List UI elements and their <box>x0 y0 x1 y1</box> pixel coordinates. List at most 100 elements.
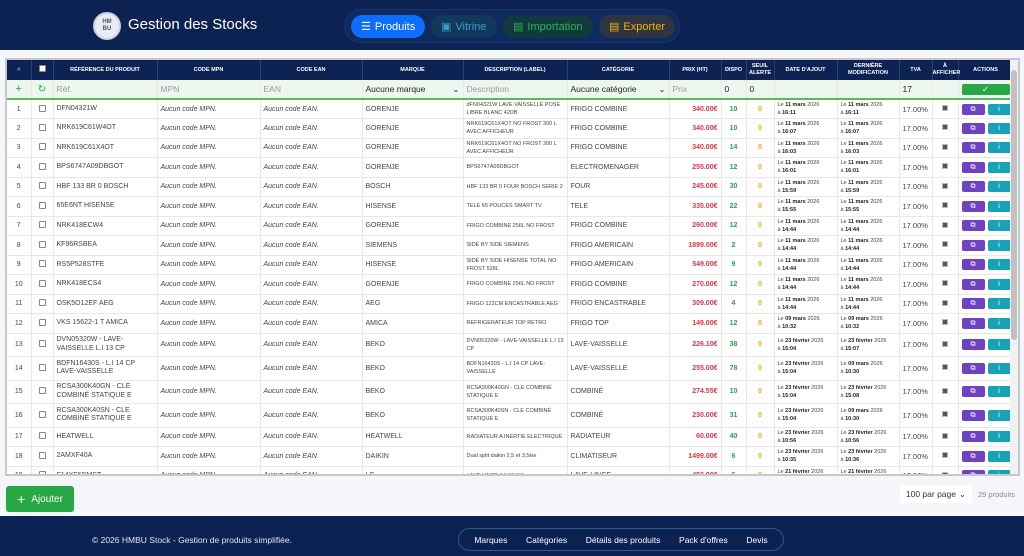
display-toggle[interactable] <box>942 163 948 170</box>
footer-link-devis[interactable]: Devis <box>746 534 768 545</box>
display-toggle[interactable] <box>942 471 948 474</box>
info-button[interactable]: i <box>987 103 1011 115</box>
row-checkbox[interactable] <box>38 143 46 151</box>
select-all-checkbox[interactable] <box>38 65 46 72</box>
footer-link-details[interactable]: Détails des produits <box>585 534 661 545</box>
info-button[interactable]: i <box>987 409 1011 421</box>
table-scrollbar[interactable] <box>1010 60 1018 474</box>
row-checkbox[interactable] <box>38 260 46 268</box>
display-toggle[interactable] <box>942 182 948 189</box>
duplicate-button[interactable]: ⧉ <box>961 278 985 290</box>
row-checkbox[interactable] <box>38 240 46 248</box>
footer-link-categories[interactable]: Catégories <box>526 534 568 545</box>
duplicate-button[interactable]: ⧉ <box>961 450 985 462</box>
row-checkbox[interactable] <box>38 363 46 371</box>
display-toggle[interactable] <box>942 105 948 111</box>
info-button[interactable]: i <box>987 200 1011 212</box>
info-button[interactable]: i <box>987 278 1011 290</box>
info-button[interactable]: i <box>987 259 1011 271</box>
display-toggle[interactable] <box>942 143 948 150</box>
nav-importation[interactable]: ▤ Importation <box>503 15 593 38</box>
info-button[interactable]: i <box>987 431 1011 443</box>
refresh-icon[interactable]: ↻ <box>31 80 54 100</box>
duplicate-button[interactable]: ⧉ <box>961 470 985 474</box>
info-button[interactable]: i <box>987 298 1011 310</box>
duplicate-button[interactable]: ⧉ <box>961 259 985 271</box>
seuil-filter-input[interactable]: 0 <box>746 80 775 100</box>
nav-vitrine[interactable]: ▣ Vitrine <box>431 15 497 38</box>
display-toggle[interactable] <box>942 364 948 371</box>
duplicate-button[interactable]: ⧉ <box>961 362 985 374</box>
display-toggle[interactable] <box>942 280 948 287</box>
display-toggle[interactable] <box>942 319 948 326</box>
add-row-icon[interactable]: + <box>7 80 32 100</box>
dispo-filter-input[interactable]: 0 <box>721 80 747 100</box>
row-checkbox[interactable] <box>38 182 46 190</box>
row-checkbox[interactable] <box>38 451 46 459</box>
row-checkbox[interactable] <box>38 299 46 307</box>
row-checkbox[interactable] <box>38 410 46 418</box>
price-filter-input[interactable]: Prix <box>669 80 722 100</box>
category-select[interactable]: Aucune catégorie ⌄ <box>567 80 670 100</box>
brand-select[interactable]: Aucune marque ⌄ <box>362 80 464 100</box>
row-checkbox[interactable] <box>38 104 46 112</box>
display-toggle[interactable] <box>942 124 948 131</box>
footer-link-marques[interactable]: Marques <box>474 534 508 545</box>
info-button[interactable]: i <box>987 386 1011 398</box>
confirm-add-button[interactable]: ✓ <box>961 83 1010 95</box>
duplicate-button[interactable]: ⧉ <box>961 339 985 351</box>
duplicate-button[interactable]: ⧉ <box>961 161 985 173</box>
duplicate-button[interactable]: ⧉ <box>961 298 985 310</box>
info-button[interactable]: i <box>987 450 1011 462</box>
add-product-button[interactable]: + Ajouter <box>6 486 74 512</box>
row-checkbox[interactable] <box>38 279 46 287</box>
row-checkbox[interactable] <box>38 471 46 474</box>
duplicate-button[interactable]: ⧉ <box>961 386 985 398</box>
mpn-filter-input[interactable]: MPN <box>157 80 261 100</box>
info-button[interactable]: i <box>987 362 1011 374</box>
duplicate-button[interactable]: ⧉ <box>961 181 985 193</box>
info-button[interactable]: i <box>987 161 1011 173</box>
duplicate-button[interactable]: ⧉ <box>961 317 985 329</box>
row-checkbox[interactable] <box>38 221 46 229</box>
duplicate-button[interactable]: ⧉ <box>961 431 985 443</box>
row-checkbox[interactable] <box>38 201 46 209</box>
info-button[interactable]: i <box>987 142 1011 154</box>
duplicate-button[interactable]: ⧉ <box>961 200 985 212</box>
nav-produits[interactable]: ☰ Produits <box>351 15 425 38</box>
display-toggle[interactable] <box>942 221 948 228</box>
desc-filter-input[interactable]: Description <box>463 80 568 100</box>
ref-filter-input[interactable]: Réf. <box>53 80 158 100</box>
info-button[interactable]: i <box>987 181 1011 193</box>
display-toggle[interactable] <box>942 202 948 209</box>
info-button[interactable]: i <box>987 339 1011 351</box>
row-checkbox[interactable] <box>38 340 46 348</box>
display-toggle[interactable] <box>942 260 948 267</box>
footer-link-packs[interactable]: Pack d'offres <box>679 534 728 545</box>
info-button[interactable]: i <box>987 470 1011 474</box>
display-toggle[interactable] <box>942 241 948 248</box>
duplicate-button[interactable]: ⧉ <box>961 142 985 154</box>
duplicate-button[interactable]: ⧉ <box>961 239 985 251</box>
info-button[interactable]: i <box>987 239 1011 251</box>
row-checkbox[interactable] <box>38 318 46 326</box>
row-checkbox[interactable] <box>38 432 46 440</box>
ean-filter-input[interactable]: EAN <box>260 80 363 100</box>
duplicate-button[interactable]: ⧉ <box>961 103 985 115</box>
display-toggle[interactable] <box>942 340 948 347</box>
scrollbar-thumb[interactable] <box>1011 70 1017 340</box>
display-toggle[interactable] <box>942 387 948 394</box>
per-page-select[interactable]: 100 par page ⌄ <box>900 485 972 503</box>
display-toggle[interactable] <box>942 411 948 418</box>
duplicate-button[interactable]: ⧉ <box>961 409 985 421</box>
info-button[interactable]: i <box>987 220 1011 232</box>
tva-filter-input[interactable]: 17 <box>899 80 933 100</box>
duplicate-button[interactable]: ⧉ <box>961 122 985 134</box>
info-button[interactable]: i <box>987 317 1011 329</box>
display-toggle[interactable] <box>942 299 948 306</box>
nav-exporter[interactable]: ▤ Exporter <box>599 15 675 38</box>
duplicate-button[interactable]: ⧉ <box>961 220 985 232</box>
row-checkbox[interactable] <box>38 162 46 170</box>
row-checkbox[interactable] <box>38 123 46 131</box>
display-toggle[interactable] <box>942 432 948 439</box>
